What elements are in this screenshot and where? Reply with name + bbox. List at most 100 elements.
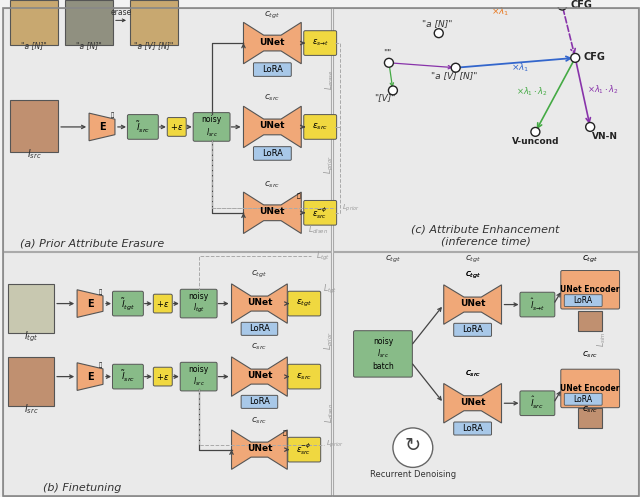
- Text: $\epsilon_{src}$: $\epsilon_{src}$: [312, 122, 328, 132]
- Text: 🔒: 🔒: [296, 193, 300, 199]
- FancyBboxPatch shape: [113, 291, 143, 316]
- FancyBboxPatch shape: [561, 270, 620, 309]
- Circle shape: [451, 63, 460, 72]
- Text: LoRA: LoRA: [249, 398, 270, 407]
- Polygon shape: [77, 363, 103, 391]
- Text: "a [V] [N]": "a [V] [N]": [431, 72, 477, 81]
- Circle shape: [571, 53, 580, 62]
- Circle shape: [558, 1, 567, 10]
- Text: LoRA: LoRA: [573, 296, 593, 305]
- Text: LoRA: LoRA: [462, 424, 483, 433]
- Text: $\tilde{l}_{tgt}$: $\tilde{l}_{tgt}$: [121, 296, 135, 312]
- Text: $\hat{l}_{s\!\to\!t}$: $\hat{l}_{s\!\to\!t}$: [530, 297, 545, 313]
- FancyBboxPatch shape: [154, 294, 172, 313]
- Polygon shape: [89, 113, 115, 141]
- Text: $\epsilon_{tgt}$: $\epsilon_{tgt}$: [296, 298, 312, 309]
- Text: UNet: UNet: [246, 298, 272, 307]
- Text: UNet Encoder: UNet Encoder: [561, 384, 620, 393]
- Text: $\tilde{l}_{src}$: $\tilde{l}_{src}$: [121, 369, 135, 384]
- Text: $+\epsilon$: $+\epsilon$: [170, 122, 183, 132]
- FancyBboxPatch shape: [288, 437, 321, 462]
- FancyBboxPatch shape: [304, 200, 337, 225]
- Bar: [578, 312, 602, 331]
- Text: UNet: UNet: [460, 299, 485, 308]
- Circle shape: [393, 428, 433, 467]
- FancyBboxPatch shape: [564, 295, 602, 307]
- FancyBboxPatch shape: [454, 422, 492, 435]
- Text: $\times\lambda_1$: $\times\lambda_1$: [511, 62, 530, 74]
- FancyBboxPatch shape: [180, 289, 217, 318]
- FancyBboxPatch shape: [167, 118, 186, 136]
- Text: UNet: UNet: [246, 371, 272, 380]
- Text: $c_{tgt}$: $c_{tgt}$: [465, 253, 481, 265]
- FancyBboxPatch shape: [127, 115, 158, 139]
- Text: LoRA: LoRA: [262, 149, 283, 158]
- Text: UNet: UNet: [246, 444, 272, 453]
- FancyBboxPatch shape: [253, 63, 291, 77]
- Text: $c_{tgt}$: $c_{tgt}$: [264, 10, 280, 21]
- Text: $c_{tgt}$: $c_{tgt}$: [465, 270, 481, 281]
- Text: UNet: UNet: [260, 37, 285, 47]
- Text: "a [N]": "a [N]": [422, 19, 452, 28]
- FancyBboxPatch shape: [180, 362, 217, 391]
- Text: $c_{src}$: $c_{src}$: [465, 369, 481, 379]
- Text: $\times\lambda_1\cdot\lambda_2$: $\times\lambda_1\cdot\lambda_2$: [587, 83, 619, 96]
- Text: $L_{prior}$: $L_{prior}$: [326, 439, 344, 450]
- Text: $c_{src}$: $c_{src}$: [264, 92, 280, 103]
- Text: $c_{tgt}$: $c_{tgt}$: [385, 253, 401, 265]
- Text: CFG: CFG: [583, 52, 605, 62]
- Text: "[V]": "[V]": [374, 93, 396, 102]
- Text: $+\epsilon$: $+\epsilon$: [156, 299, 170, 309]
- Text: noisy
$l_{src}$: noisy $l_{src}$: [189, 365, 209, 388]
- FancyBboxPatch shape: [241, 395, 278, 409]
- FancyBboxPatch shape: [113, 364, 143, 389]
- Text: $L_{disen}$: $L_{disen}$: [308, 224, 328, 236]
- Bar: [65, 0, 113, 45]
- Polygon shape: [232, 284, 287, 324]
- FancyBboxPatch shape: [520, 292, 555, 317]
- Text: (a) Prior Attribute Erasure: (a) Prior Attribute Erasure: [20, 239, 164, 248]
- Text: $c_{src}$: $c_{src}$: [252, 415, 268, 425]
- Text: $I_{tgt}$: $I_{tgt}$: [24, 330, 38, 344]
- Text: $\tilde{l}_{src}$: $\tilde{l}_{src}$: [136, 119, 150, 135]
- Text: $c_{src}$: $c_{src}$: [264, 179, 280, 190]
- Text: (c) Attribute Enhancement
(inference time): (c) Attribute Enhancement (inference tim…: [412, 225, 560, 247]
- Text: $\epsilon_{src}^{-\phi}$: $\epsilon_{src}^{-\phi}$: [312, 205, 328, 221]
- Polygon shape: [243, 106, 301, 148]
- Text: V-uncond: V-uncond: [511, 137, 559, 146]
- Text: LoRA: LoRA: [573, 395, 593, 404]
- Text: $L_{tgt}$: $L_{tgt}$: [316, 249, 330, 263]
- Bar: [10, 100, 58, 152]
- Text: UNet: UNet: [460, 398, 485, 407]
- Text: CFG: CFG: [570, 0, 592, 9]
- FancyBboxPatch shape: [454, 324, 492, 336]
- Text: $c_{src}$: $c_{src}$: [582, 350, 598, 360]
- Text: $c_{src}$: $c_{src}$: [465, 369, 481, 379]
- Polygon shape: [444, 285, 502, 325]
- Text: $\times\lambda_1\cdot\lambda_2$: $\times\lambda_1\cdot\lambda_2$: [516, 86, 548, 98]
- Text: UNet Encoder: UNet Encoder: [561, 285, 620, 294]
- Circle shape: [385, 58, 394, 67]
- Bar: [130, 0, 178, 45]
- Text: $c_{src}$: $c_{src}$: [582, 404, 598, 414]
- FancyBboxPatch shape: [561, 369, 620, 408]
- Text: $\epsilon_{s\!\to\!t}$: $\epsilon_{s\!\to\!t}$: [312, 38, 329, 48]
- Text: erase: erase: [110, 8, 132, 17]
- Polygon shape: [232, 357, 287, 396]
- Text: $\hat{l}_{src}$: $\hat{l}_{src}$: [531, 395, 545, 412]
- FancyBboxPatch shape: [154, 367, 172, 386]
- FancyBboxPatch shape: [520, 391, 555, 415]
- FancyBboxPatch shape: [304, 31, 337, 55]
- Text: $\epsilon_{src}^{-\phi}$: $\epsilon_{src}^{-\phi}$: [296, 442, 312, 457]
- FancyBboxPatch shape: [241, 323, 278, 335]
- Text: noisy
$l_{src}$
batch: noisy $l_{src}$ batch: [372, 337, 394, 371]
- Polygon shape: [232, 430, 287, 469]
- Circle shape: [435, 29, 444, 38]
- Text: $L_{prior}$: $L_{prior}$: [323, 331, 336, 349]
- FancyBboxPatch shape: [253, 147, 291, 160]
- Text: $L_{prior}$: $L_{prior}$: [342, 202, 360, 214]
- Text: E: E: [87, 372, 93, 382]
- Circle shape: [388, 86, 397, 95]
- Text: 🔒: 🔒: [111, 113, 114, 118]
- Text: $c_{src}$: $c_{src}$: [252, 342, 268, 352]
